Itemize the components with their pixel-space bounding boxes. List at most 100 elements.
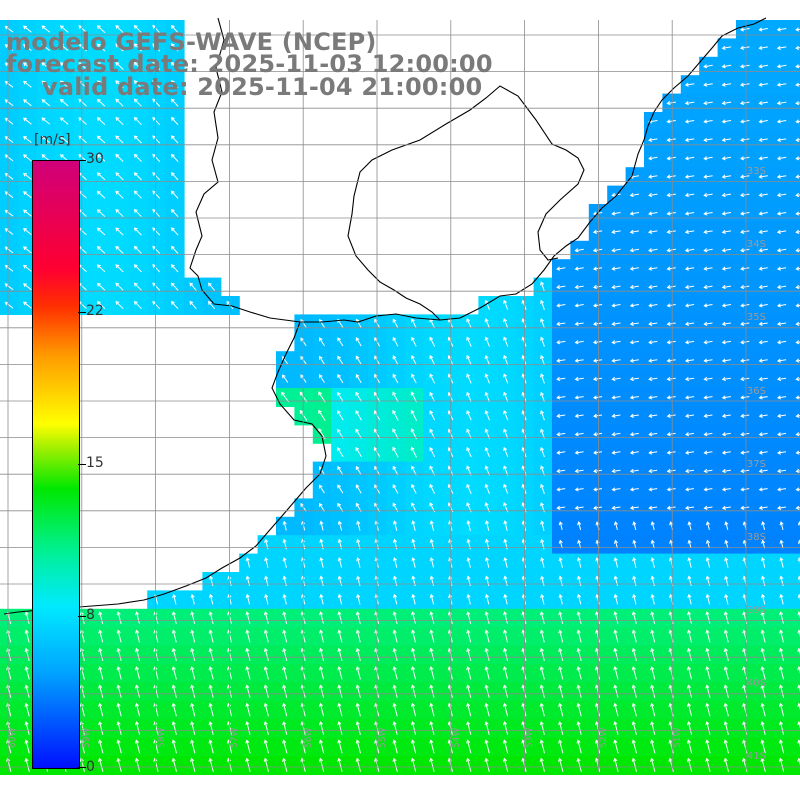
wind-arrow [556,487,566,492]
wind-arrow [466,757,472,772]
wind-arrow [429,483,436,494]
wind-arrow [721,376,731,382]
wind-arrow [779,593,784,605]
wind-arrow [466,739,472,754]
wind-arrow [776,229,787,234]
wind-arrow [613,629,619,643]
wind-arrow [611,432,621,437]
wind-arrow [758,395,768,400]
wind-arrow [760,611,766,625]
wind-arrow [133,98,142,107]
wind-arrow [318,702,325,717]
wind-arrow [703,82,713,87]
wind-arrow [795,45,800,51]
wind-arrow [392,629,398,643]
wind-arrow [721,156,732,161]
wind-arrow [795,321,800,326]
wind-arrow [540,575,545,587]
wind-arrow [59,117,69,125]
colorbar-tick [78,160,86,161]
wind-arrow [282,721,288,735]
wind-arrow [115,25,124,34]
wind-arrow [466,593,471,605]
wind-arrow [484,483,490,494]
wind-arrow [721,340,731,345]
wind-arrow [392,721,398,735]
wind-arrow [721,432,731,437]
wind-arrow [758,248,768,253]
wind-arrow [319,520,324,531]
wind-cell [791,296,800,315]
wind-arrow [429,739,435,754]
wind-arrow [502,739,509,754]
wind-arrow [539,721,545,735]
wind-arrow [152,98,161,107]
wind-arrow [797,647,800,656]
wind-arrow [23,264,32,272]
wind-arrow [613,739,619,754]
wind-arrow [133,117,142,126]
wind-arrow [410,446,417,458]
wind-arrow [721,211,732,216]
wind-arrow [189,300,197,310]
wind-arrow [392,336,399,347]
wind-arrow [337,447,344,458]
wind-arrow [392,757,398,772]
wind-arrow [410,702,417,717]
wind-arrow [740,119,750,124]
wind-arrow [556,413,566,418]
colorbar-tick [78,312,86,313]
wind-arrow [484,721,490,735]
wind-arrow [23,191,32,199]
wind-arrow [705,575,711,587]
wind-arrow [78,80,87,89]
wind-arrow [170,135,179,144]
wind-arrow [721,64,732,69]
wind-arrow [152,172,161,181]
wind-arrow [78,43,87,52]
wind-arrow [611,266,621,271]
wind-arrow [631,721,637,735]
wind-arrow [540,391,545,402]
wind-arrow [337,666,343,680]
wind-arrow [466,391,472,402]
wind-arrow [263,629,269,643]
wind-arrow [758,156,768,161]
wind-arrow [23,301,32,309]
wind-arrow [779,557,784,568]
wind-arrow [429,465,436,476]
wind-arrow [23,25,32,33]
wind-arrow [78,25,87,33]
wind-arrow [429,428,436,439]
wind-arrow [650,757,656,772]
wind-arrow [760,593,766,605]
wind-arrow [797,757,800,766]
wind-arrow [650,611,656,625]
wind-arrow [116,739,122,754]
wind-arrow [629,284,639,290]
wind-arrow [355,465,362,476]
wind-arrow [558,575,563,587]
wind-arrow [629,432,639,437]
wind-arrow [392,446,399,458]
wind-arrow [648,432,658,437]
wind-cell [791,719,800,739]
wind-arrow [263,721,269,735]
wind-arrow [282,374,289,383]
wind-arrow [355,502,362,512]
wind-arrow [170,98,179,107]
wind-arrow [629,487,639,492]
wind-arrow [135,611,140,625]
forecast-date: forecast date: 2025-11-03 12:00:00 [6,50,493,78]
wind-arrow [758,64,768,69]
wind-arrow [776,284,787,290]
wind-arrow [666,192,676,198]
wind-arrow [4,264,14,272]
wind-arrow [666,284,676,290]
wind-arrow [685,505,695,510]
wind-arrow [466,611,472,625]
colorbar-unit: [m/s] [34,132,71,148]
colorbar-label-30: 30 [86,151,104,167]
wind-arrow [410,391,417,403]
wind-arrow [96,227,106,236]
